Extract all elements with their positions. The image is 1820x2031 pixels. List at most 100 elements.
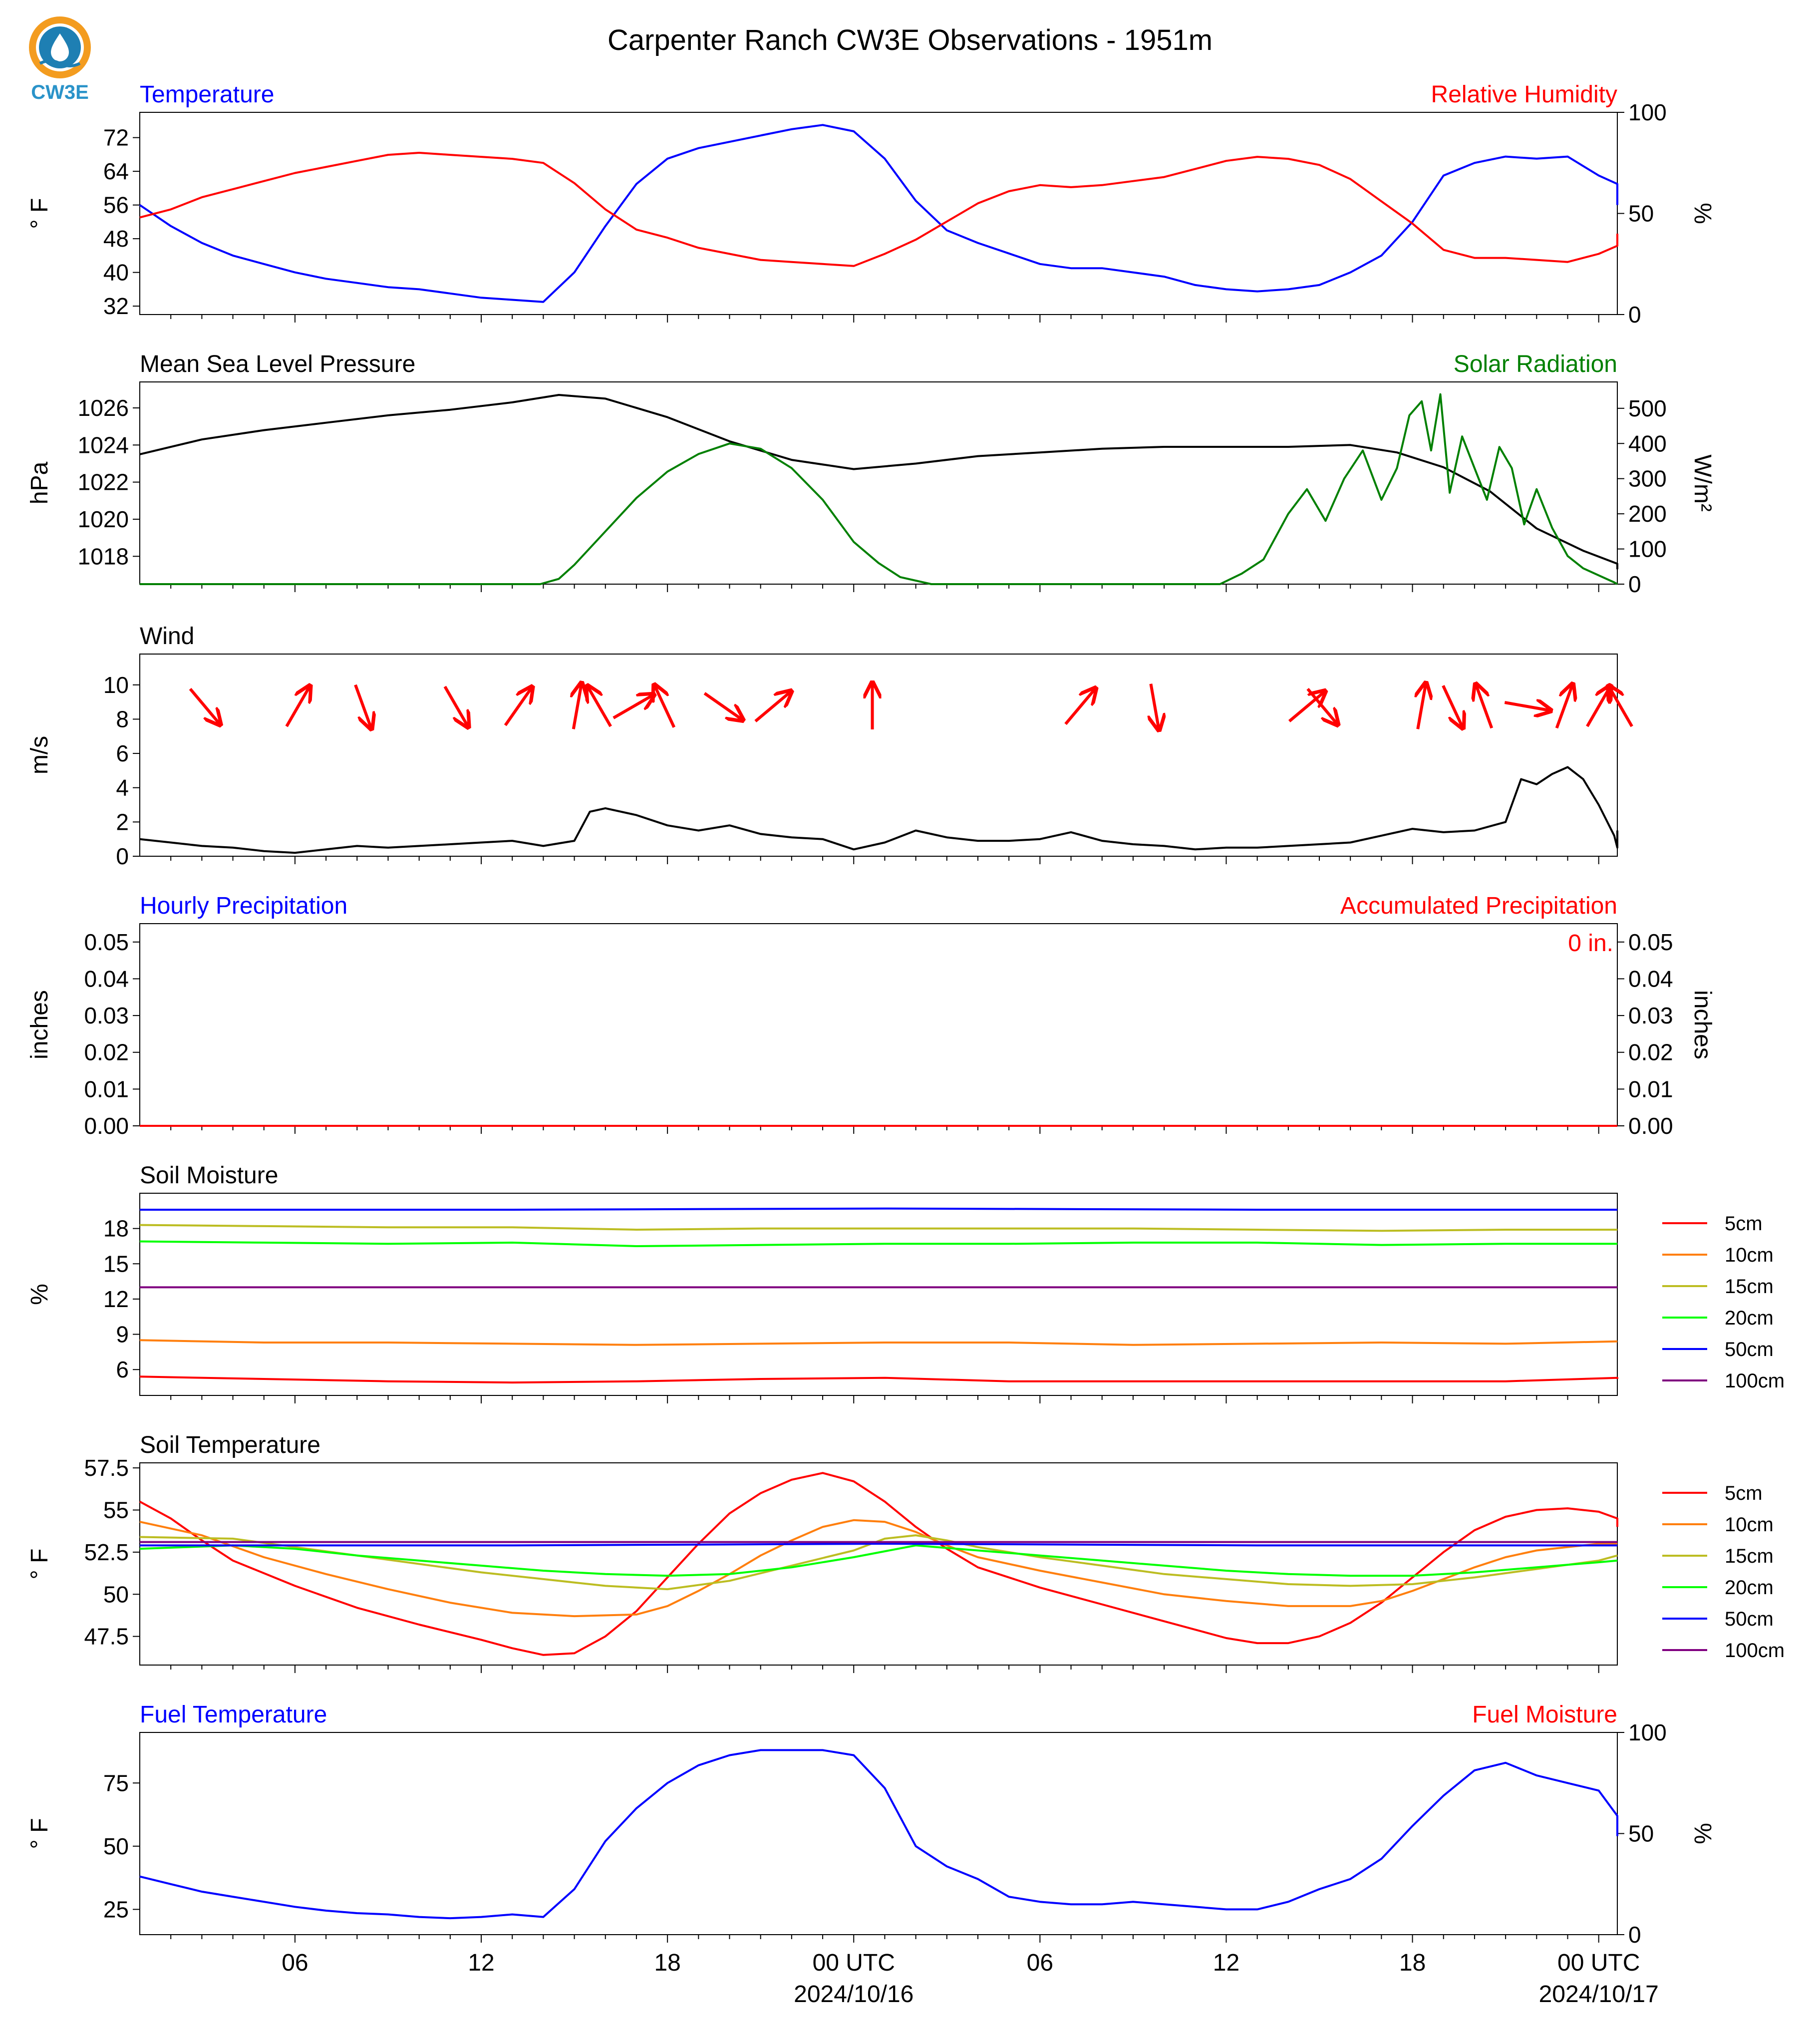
x-tick-label: 00 UTC [1557,1950,1640,1976]
y-tick-label-right: 100 [1628,99,1667,125]
y-tick-label-left: 32 [103,293,129,319]
y-tick-label-left: 55 [103,1497,129,1523]
wind-vector-arrow [1504,702,1550,710]
wind-vector-arrow [1288,691,1324,722]
y-tick-label-right: 0.03 [1628,1003,1673,1028]
wind-vector-arrow [1609,686,1633,727]
legend-label: 50cm [1725,1608,1774,1630]
series-line-10cm [139,1339,1618,1346]
panel-precip: Hourly Precipitation Accumulated Precipit… [26,893,1716,1139]
y-tick-label-left: 64 [103,158,129,184]
x-tick-label: 00 UTC [813,1950,895,1976]
y-axis-label-right: % [1689,1823,1716,1844]
x-tick-label: 18 [654,1950,680,1976]
legend-label: 20cm [1725,1307,1774,1329]
y-tick-label-right: 0 [1628,302,1641,328]
y-tick-label-left: 75 [103,1770,129,1796]
panel-frame [139,1732,1618,1935]
series-line-solar-radiation [140,393,1618,585]
time-axis: 06 12 18 00 UTC 2024/10/16 06 12 18 00 UTC 2024/1… [282,1950,1659,2008]
series-line-20cm [139,1544,1618,1577]
series-line-15cm [139,1224,1617,1232]
legend-label: 10cm [1725,1244,1774,1266]
panels: Temperature Relative Humidity324048566472… [26,81,1785,1948]
series-line-10cm [139,1519,1617,1618]
legend-label: 100cm [1725,1370,1785,1392]
legend-label: 20cm [1725,1577,1774,1599]
y-tick-label-left: 1018 [78,543,129,569]
y-tick-label-left: 12 [103,1286,129,1312]
x-tick-date-label: 2024/10/16 [794,1981,913,2008]
series-line-50cm [140,1543,1617,1547]
legend-label: 100cm [1725,1640,1785,1662]
series-line-relative-humidity [139,152,1618,267]
y-tick-label-right: 0.02 [1628,1039,1673,1065]
y-tick-label-left: 0 [116,843,129,869]
panel-frame [139,1193,1618,1396]
y-tick-label-left: 25 [103,1896,129,1922]
panel-soil_moisture: Soil Moisture 6 9 12 15 18% 5cm 10cm 15cm 20cm 50c… [26,1162,1785,1403]
x-tick-date-label: 2024/10/17 [1539,1981,1659,2008]
wind-vector-arrow [588,686,612,727]
y-tick-label-right: 0 [1628,1922,1641,1948]
y-tick-label-left: 50 [103,1581,129,1607]
x-tick-label: 12 [1213,1950,1239,1976]
panel-wind: Wind 0 2 4 6 8 10 m/s [26,623,1633,869]
y-axis-label-left: m/s [26,736,53,774]
logo [29,16,91,78]
y-tick-label-left: 18 [103,1216,129,1242]
y-tick-label-right: 50 [1628,1821,1654,1847]
x-tick-label: 12 [468,1950,494,1976]
panel-title-left: Wind [140,623,194,650]
panel-frame [139,1462,1618,1666]
logo-ring [29,16,91,78]
y-tick-label-right: 400 [1628,430,1667,456]
panel-title-right: Relative Humidity [1431,81,1617,108]
y-tick-label-left: 6 [116,740,129,766]
panel-title-left: Hourly Precipitation [140,893,347,919]
panel-title-right: Fuel Moisture [1472,1701,1617,1728]
wind-vector-arrow [354,684,371,728]
panel-title-right: Solar Radiation [1454,351,1617,377]
panel-frame [139,923,1618,1126]
y-axis-label-left: ° F [26,1818,53,1849]
water-drop-icon [51,33,69,61]
y-tick-label-right: 0.05 [1628,929,1673,955]
wind-vector-arrow [1555,685,1572,729]
legend-label: 15cm [1725,1276,1774,1298]
wind-vector-arrow [285,686,309,727]
y-tick-label-left: 0.04 [84,966,129,992]
legend-label: 5cm [1725,1482,1763,1504]
panel-title-left: Soil Temperature [140,1432,320,1458]
y-tick-label-right: 50 [1628,201,1654,227]
y-tick-label-right: 0.00 [1628,1113,1673,1139]
y-axis-label-left: ° F [26,198,53,229]
legend-label: 10cm [1725,1514,1774,1536]
wind-vector-arrow [754,691,790,722]
legend-label: 15cm [1725,1545,1774,1567]
wind-vector-arrow [654,685,676,728]
series-line-15cm [139,1534,1618,1591]
panel-title-left: Soil Moisture [140,1162,278,1189]
y-tick-label-right: 500 [1628,395,1667,421]
y-tick-label-left: 10 [103,672,129,698]
wind-vector-arrow [1151,683,1159,729]
panel-title-right: Accumulated Precipitation [1340,893,1617,919]
panel-fuel: Fuel Temperature Fuel Moisture 25 50 75 ° F 0 5… [26,1701,1716,1948]
y-axis-label-left: hPa [26,461,53,504]
y-tick-label-right: 100 [1628,536,1667,562]
y-tick-label-left: 50 [103,1833,129,1859]
page-title: Carpenter Ranch CW3E Observations - 1951… [607,24,1213,56]
panel-title-left: Temperature [140,81,274,108]
y-tick-label-left: 9 [116,1322,129,1348]
wind-vector-arrow [504,687,532,726]
x-tick-label: 06 [1027,1950,1053,1976]
panel-title-left: Fuel Temperature [140,1701,327,1728]
wind-vector-arrow [1418,684,1426,729]
wind-vector-arrow [1064,689,1095,725]
y-tick-label-left: 47.5 [84,1624,129,1650]
wind-vector-arrow [1306,687,1337,724]
y-tick-label-left: 48 [103,226,129,252]
y-tick-label-right: 0.01 [1628,1076,1673,1102]
